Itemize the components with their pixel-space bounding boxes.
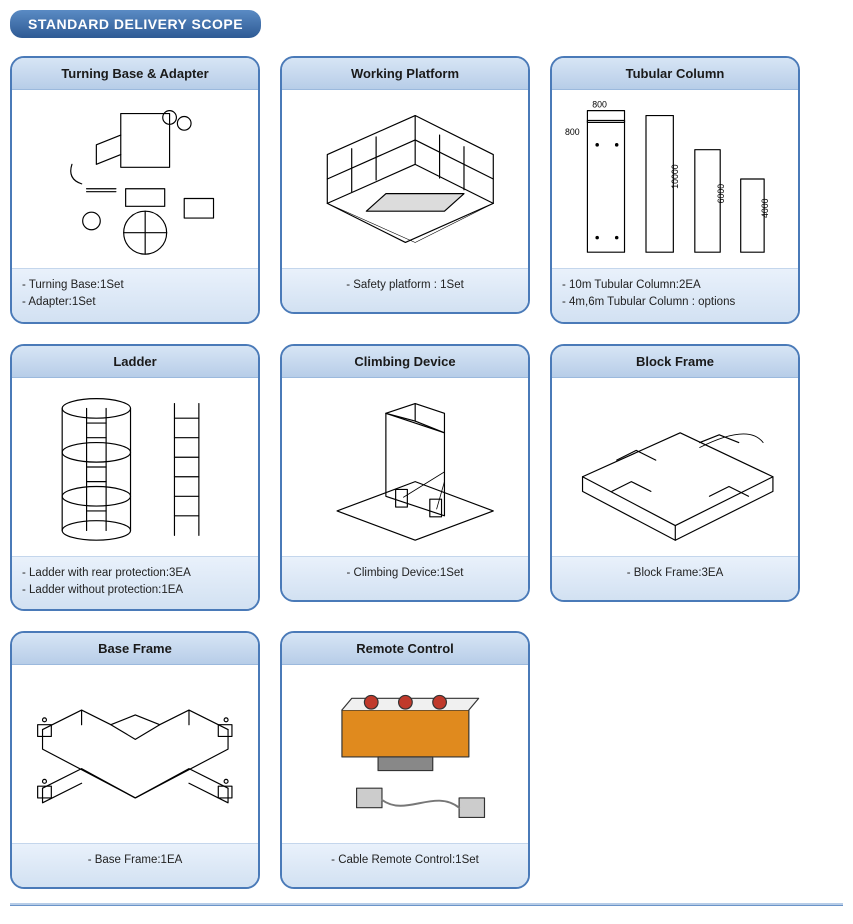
card-desc-line: - Cable Remote Control:1Set (292, 852, 518, 869)
card-tubular-column: Tubular Column 800 800 10000 6000 4000 -… (550, 56, 800, 324)
card-block-frame: Block Frame - Block Frame:3EA (550, 344, 800, 602)
card-climbing-device: Climbing Device - Climbing Device:1Set (280, 344, 530, 602)
columns-diagram: 800 800 10000 6000 4000 (552, 90, 798, 268)
card-desc-line: - Base Frame:1EA (22, 852, 248, 869)
svg-text:800: 800 (592, 100, 607, 110)
card-desc-line: - Turning Base:1Set (22, 277, 248, 294)
card-ladder: Ladder - Ladder with rear protection:3EA… (10, 344, 260, 612)
card-title: Remote Control (282, 633, 528, 665)
svg-text:10000: 10000 (670, 164, 680, 189)
card-title: Base Frame (12, 633, 258, 665)
remote-diagram (282, 665, 528, 843)
platform-diagram (282, 90, 528, 268)
climbing-diagram (282, 378, 528, 556)
card-title: Tubular Column (552, 58, 798, 90)
svg-text:6000: 6000 (716, 184, 726, 204)
card-description: - 10m Tubular Column:2EA- 4m,6m Tubular … (552, 268, 798, 322)
turning-base-diagram (12, 90, 258, 268)
card-desc-line: - 4m,6m Tubular Column : options (562, 294, 788, 311)
card-title: Turning Base & Adapter (12, 58, 258, 90)
svg-text:800: 800 (565, 127, 580, 137)
ladder-diagram (12, 378, 258, 556)
card-desc-line: - Ladder with rear protection:3EA (22, 565, 248, 582)
card-desc-line: - Climbing Device:1Set (292, 565, 518, 582)
cards-grid: Turning Base & Adapter - Turning Base:1S… (10, 56, 843, 889)
card-desc-line: - Adapter:1Set (22, 294, 248, 311)
card-desc-line: - Safety platform : 1Set (292, 277, 518, 294)
section-header: STANDARD DELIVERY SCOPE (10, 10, 261, 38)
card-desc-line: - Block Frame:3EA (562, 565, 788, 582)
base-frame-diagram (12, 665, 258, 843)
card-description: - Block Frame:3EA (552, 556, 798, 600)
card-title: Ladder (12, 346, 258, 378)
card-desc-line: - Ladder without protection:1EA (22, 582, 248, 599)
card-description: - Turning Base:1Set- Adapter:1Set (12, 268, 258, 322)
card-description: - Ladder with rear protection:3EA- Ladde… (12, 556, 258, 610)
card-desc-line: - 10m Tubular Column:2EA (562, 277, 788, 294)
svg-text:4000: 4000 (760, 198, 770, 218)
footer-divider (10, 903, 843, 906)
card-remote-control: Remote Control - Cable Remote Control:1S… (280, 631, 530, 889)
card-title: Block Frame (552, 346, 798, 378)
card-description: - Climbing Device:1Set (282, 556, 528, 600)
card-turning-base-adapter: Turning Base & Adapter - Turning Base:1S… (10, 56, 260, 324)
card-base-frame: Base Frame - Base Frame:1EA (10, 631, 260, 889)
card-title: Working Platform (282, 58, 528, 90)
card-title: Climbing Device (282, 346, 528, 378)
card-description: - Cable Remote Control:1Set (282, 843, 528, 887)
card-description: - Safety platform : 1Set (282, 268, 528, 312)
card-working-platform: Working Platform - Safety platform : 1Se… (280, 56, 530, 314)
block-frame-diagram (552, 378, 798, 556)
card-description: - Base Frame:1EA (12, 843, 258, 887)
